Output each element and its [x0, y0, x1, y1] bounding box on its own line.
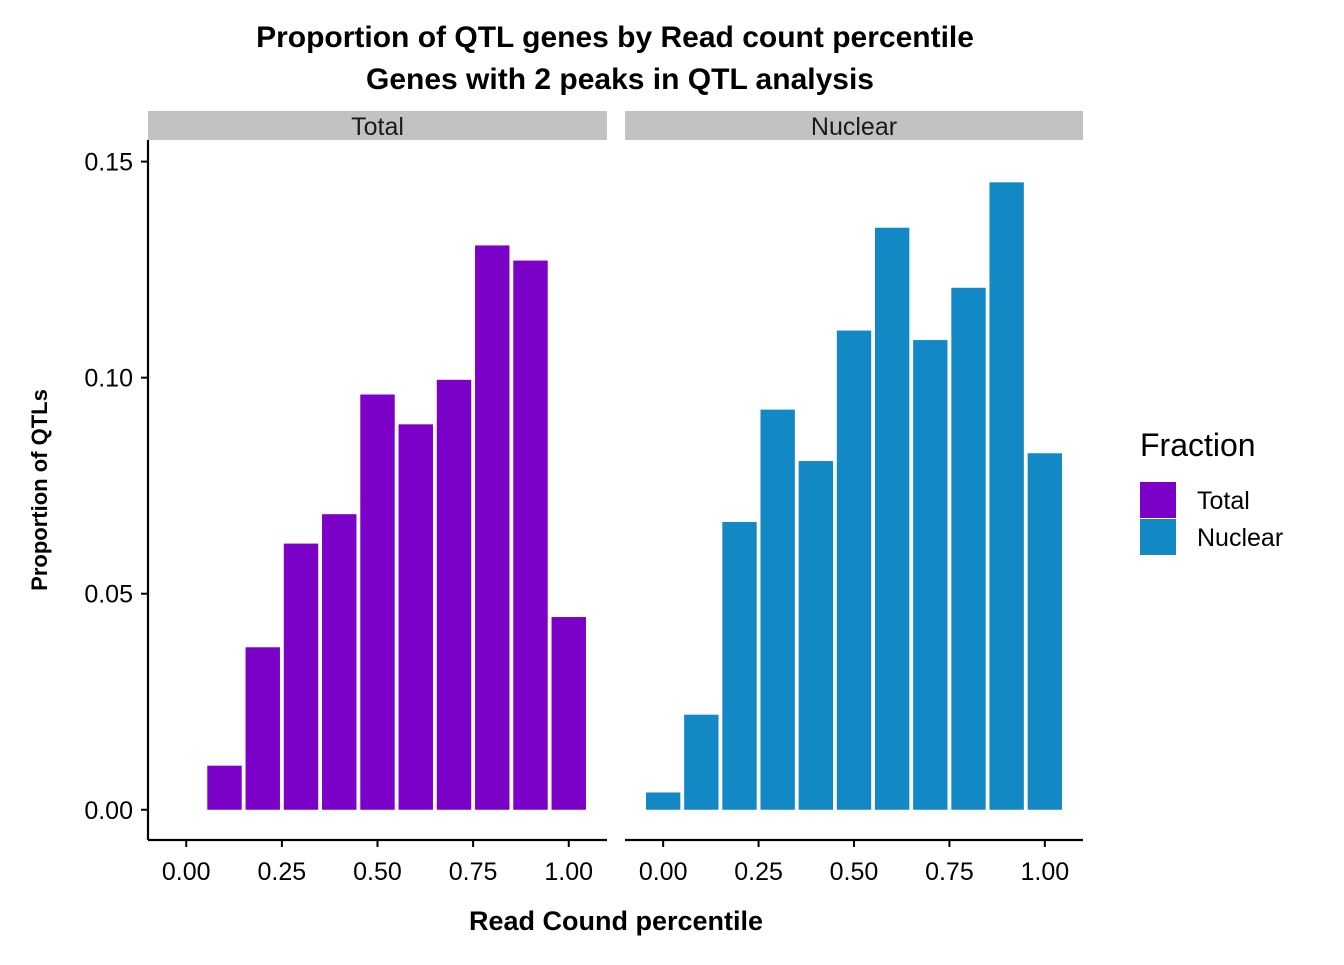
bar — [322, 514, 357, 810]
bar — [913, 340, 948, 810]
legend: Fraction Total Nuclear — [1140, 427, 1283, 555]
legend-title: Fraction — [1140, 427, 1256, 463]
chart-subtitle: Genes with 2 peaks in QTL analysis — [366, 63, 874, 96]
bar — [798, 461, 834, 810]
bar — [722, 521, 757, 810]
bar — [760, 409, 795, 810]
legend-swatch-nuclear — [1140, 519, 1176, 555]
facet-panel-nuclear: Nuclear 0.00 0.25 0.50 0.75 1.00 — [625, 111, 1083, 886]
x-tick-label: 0.75 — [449, 858, 498, 886]
bar — [283, 543, 319, 810]
facet-panel-total: Total 0.00 0.25 0.50 0.75 1.00 — [148, 111, 607, 886]
bar — [436, 379, 472, 810]
bar — [1027, 453, 1063, 810]
x-tick-label: 0.50 — [353, 858, 402, 886]
facet-strip — [625, 111, 1083, 140]
facet-strip-label: Nuclear — [811, 113, 897, 141]
x-axis-title: Read Cound percentile — [469, 906, 763, 936]
bar — [398, 424, 433, 810]
y-tick-label: 0.15 — [84, 149, 133, 177]
y-tick-label: 0.05 — [84, 581, 133, 609]
bar — [684, 714, 719, 810]
x-tick-label: 1.00 — [1020, 858, 1069, 886]
bar — [645, 792, 681, 810]
chart-title: Proportion of QTL genes by Read count pe… — [256, 21, 974, 54]
legend-label-total: Total — [1197, 487, 1250, 515]
x-tick-label: 0.00 — [639, 858, 688, 886]
y-tick-label: 0.10 — [84, 365, 133, 393]
y-axis-title: Proportion of QTLs — [27, 389, 52, 591]
facet-strip — [148, 111, 607, 140]
x-tick-label: 0.50 — [830, 858, 879, 886]
bar — [874, 227, 910, 810]
facet-panels: Total 0.00 0.25 0.50 0.75 1.00 Nuclear 0.00 0.25… — [148, 111, 1083, 886]
legend-label-nuclear: Nuclear — [1197, 524, 1283, 552]
bar — [989, 182, 1024, 810]
facet-strip-label: Total — [351, 113, 404, 141]
bar — [245, 647, 280, 810]
bar — [207, 765, 242, 810]
bar — [836, 330, 872, 810]
y-tick-label: 0.00 — [84, 797, 133, 825]
bar — [475, 245, 510, 810]
x-tick-label: 0.25 — [734, 858, 783, 886]
bar — [513, 260, 548, 810]
bar — [551, 617, 586, 810]
legend-swatch-total — [1140, 482, 1176, 518]
x-tick-label: 0.75 — [925, 858, 974, 886]
y-axis: 0.00 0.05 0.10 0.15 — [84, 140, 150, 840]
bar — [951, 287, 986, 810]
x-tick-label: 0.25 — [258, 858, 307, 886]
x-tick-label: 0.00 — [162, 858, 211, 886]
x-tick-label: 1.00 — [544, 858, 593, 886]
bar — [360, 394, 395, 810]
